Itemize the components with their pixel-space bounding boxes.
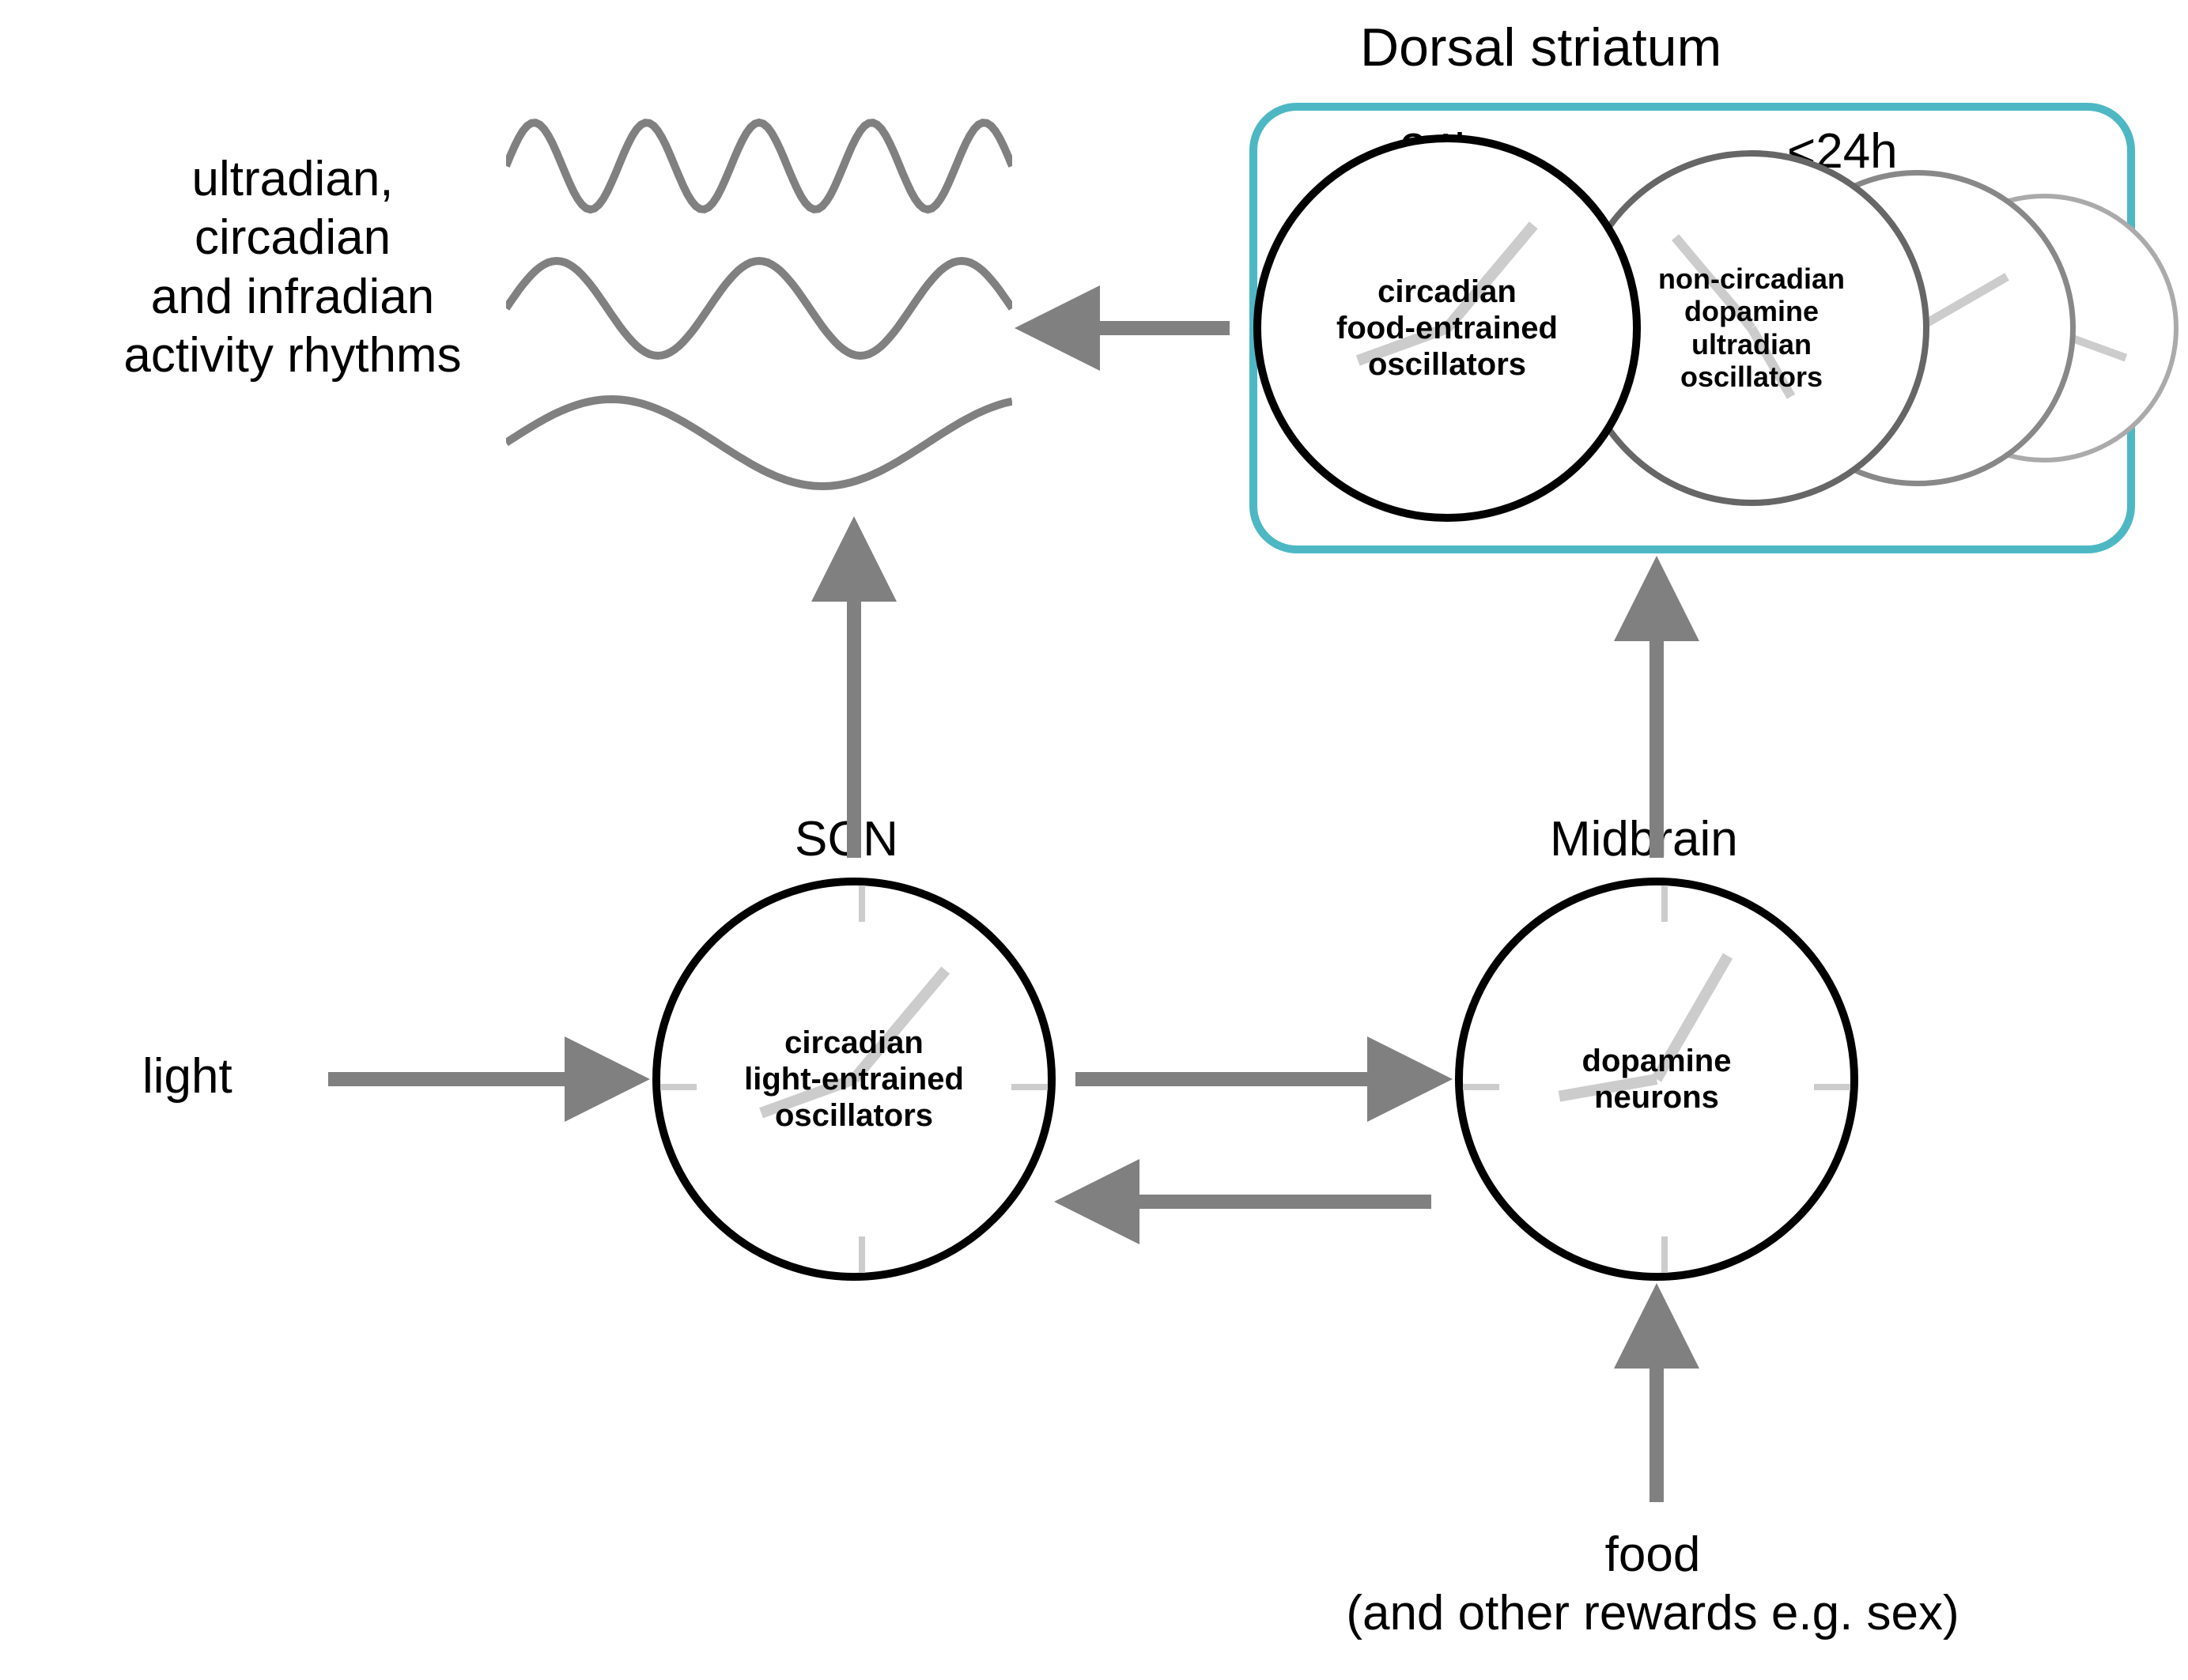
output-label: ultradian, circadian and infradian activ… <box>79 150 506 386</box>
midbrain-clock: dopamine neurons <box>1455 878 1858 1281</box>
food-label: food (and other rewards e.g. sex) <box>1139 1526 2167 1644</box>
scn-title: SCN <box>795 810 898 869</box>
food-clock-label: circadian food-entrained oscillators <box>1261 274 1633 383</box>
activity-waves <box>506 111 1012 506</box>
midbrain-clock-label: dopamine neurons <box>1463 1043 1850 1116</box>
clock-tick <box>1661 885 1668 922</box>
clock-tick <box>1661 1236 1668 1273</box>
food-entrained-clock: circadian food-entrained oscillators <box>1253 134 1641 522</box>
clock-tick <box>859 885 865 922</box>
scn-clock: circadian light-entrained oscillators <box>652 878 1056 1281</box>
striatum-title: Dorsal striatum <box>1360 16 1721 81</box>
midbrain-title: Midbrain <box>1550 810 1738 869</box>
clock-tick <box>859 1236 865 1273</box>
light-label: light <box>142 1048 232 1106</box>
clock-hand <box>1915 273 2009 332</box>
scn-clock-label: circadian light-entrained oscillators <box>660 1025 1048 1134</box>
